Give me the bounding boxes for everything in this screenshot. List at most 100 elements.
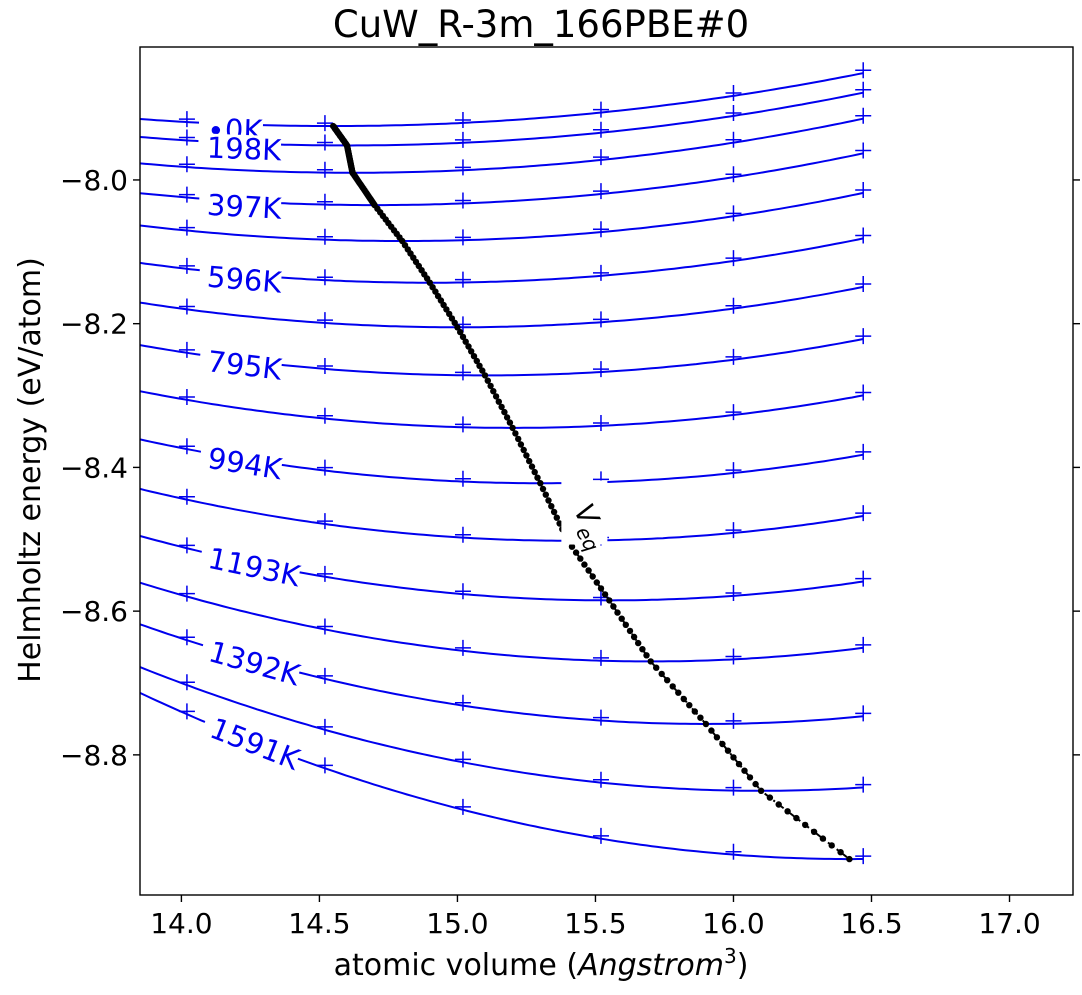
veq-point-109 [490,388,497,395]
data-marker-4-3 [592,221,609,238]
veq-point-111 [495,398,502,405]
y-tick-label-2: −8.4 [60,451,128,484]
data-marker-13-5 [855,705,872,722]
curve-label-bg-4 [197,346,283,386]
data-marker-7-0 [178,341,195,358]
veq-point-142 [589,573,596,580]
veq-point-140 [581,561,588,568]
x-axis-label-unit: Angstrom [576,948,724,983]
data-marker-6-4 [725,297,742,314]
data-marker-11-2 [454,583,471,600]
veq-point-146 [606,597,613,604]
data-marker-8-3 [592,414,609,431]
data-marker-2-2 [454,159,471,176]
data-marker-4-5 [855,182,872,199]
data-marker-5-5 [855,227,872,244]
data-marker-5-4 [725,250,742,267]
data-marker-10-1 [316,513,333,530]
curve-label-1: 198K [206,131,283,168]
veq-point-151 [626,627,634,635]
data-marker-4-0 [178,219,195,236]
data-marker-15-5 [855,848,872,865]
data-marker-13-2 [454,694,471,711]
data-marker-0-3 [592,101,609,118]
veq-point-152 [630,633,638,641]
data-marker-3-4 [725,166,742,183]
veq-point-150 [622,621,629,628]
data-marker-0-5 [855,62,872,79]
data-marker-3-2 [454,192,471,209]
helmholtz-curve-10 [140,487,864,542]
veq-point-144 [597,585,605,592]
data-marker-3-3 [592,183,609,200]
x-tick-label-6: 17.0 [978,907,1040,940]
data-marker-9-4 [725,462,742,479]
data-marker-9-0 [178,438,195,455]
veq-point-139 [577,555,584,562]
data-marker-15-3 [592,827,609,844]
chart-title: CuW_R-3m_166PBE#0 [333,3,749,46]
veq-point-141 [585,567,592,574]
data-marker-9-5 [855,443,872,460]
veq-point-113 [501,408,508,416]
data-marker-2-4 [725,131,742,148]
veq-point-100 [465,343,472,350]
veq-point-123 [528,463,536,470]
data-marker-10-2 [454,526,471,543]
data-marker-0-4 [725,84,742,101]
data-marker-5-1 [316,269,333,286]
veq-point-163 [686,702,693,709]
veq-point-171 [730,754,737,761]
veq-point-120 [520,446,527,454]
veq-point-108 [487,382,494,390]
veq-point-127 [539,485,547,493]
y-tick-label-3: −8.6 [60,595,128,628]
data-marker-7-5 [855,328,872,345]
veq-point-143 [593,579,600,586]
veq-point-159 [664,677,671,684]
veq-point-169 [719,740,726,748]
data-marker-6-5 [855,276,872,293]
veq-point-162 [680,695,687,703]
data-marker-3-1 [316,193,333,210]
veq-point-131 [550,508,558,516]
veq-point-154 [639,646,646,653]
veq-point-133 [556,520,563,527]
data-marker-15-2 [454,798,471,815]
markers-layer [178,62,872,865]
data-marker-3-0 [178,186,195,203]
data-marker-14-2 [454,751,471,768]
curve-label-bg-8 [198,710,303,776]
veq-label-bg [561,480,608,545]
veq-point-172 [735,760,743,768]
data-marker-7-3 [592,361,609,378]
veq-point-118 [515,435,522,443]
veq-point-96 [454,324,461,331]
data-marker-2-5 [855,107,872,124]
data-marker-12-5 [855,636,872,653]
veq-point-180 [793,814,800,822]
veq-point-157 [653,664,660,671]
x-tick-label-4: 16.0 [702,907,764,940]
data-marker-10-0 [178,488,195,505]
x-tick-label-0: 14.0 [150,907,212,940]
data-marker-1-4 [725,105,742,121]
y-tick-label-4: −8.8 [60,739,128,772]
helmholtz-curve-2 [140,117,864,174]
veq-point-102 [470,353,478,360]
curve-label-bg-2 [198,190,282,225]
data-marker-14-5 [855,776,872,793]
veq-point-101 [468,348,475,355]
veq-point-179 [784,808,791,815]
veq-point-164 [691,708,698,715]
data-marker-14-1 [316,718,333,735]
helmholtz-curve-6 [140,285,864,329]
veq-point-160 [669,683,676,690]
curve-label-3: 596K [206,260,284,300]
veq-point-153 [635,639,642,647]
data-marker-1-2 [454,131,471,148]
veq-point-116 [509,424,516,432]
data-marker-8-1 [316,407,333,424]
veq-point-114 [503,414,511,421]
veq-point-132 [553,514,560,521]
